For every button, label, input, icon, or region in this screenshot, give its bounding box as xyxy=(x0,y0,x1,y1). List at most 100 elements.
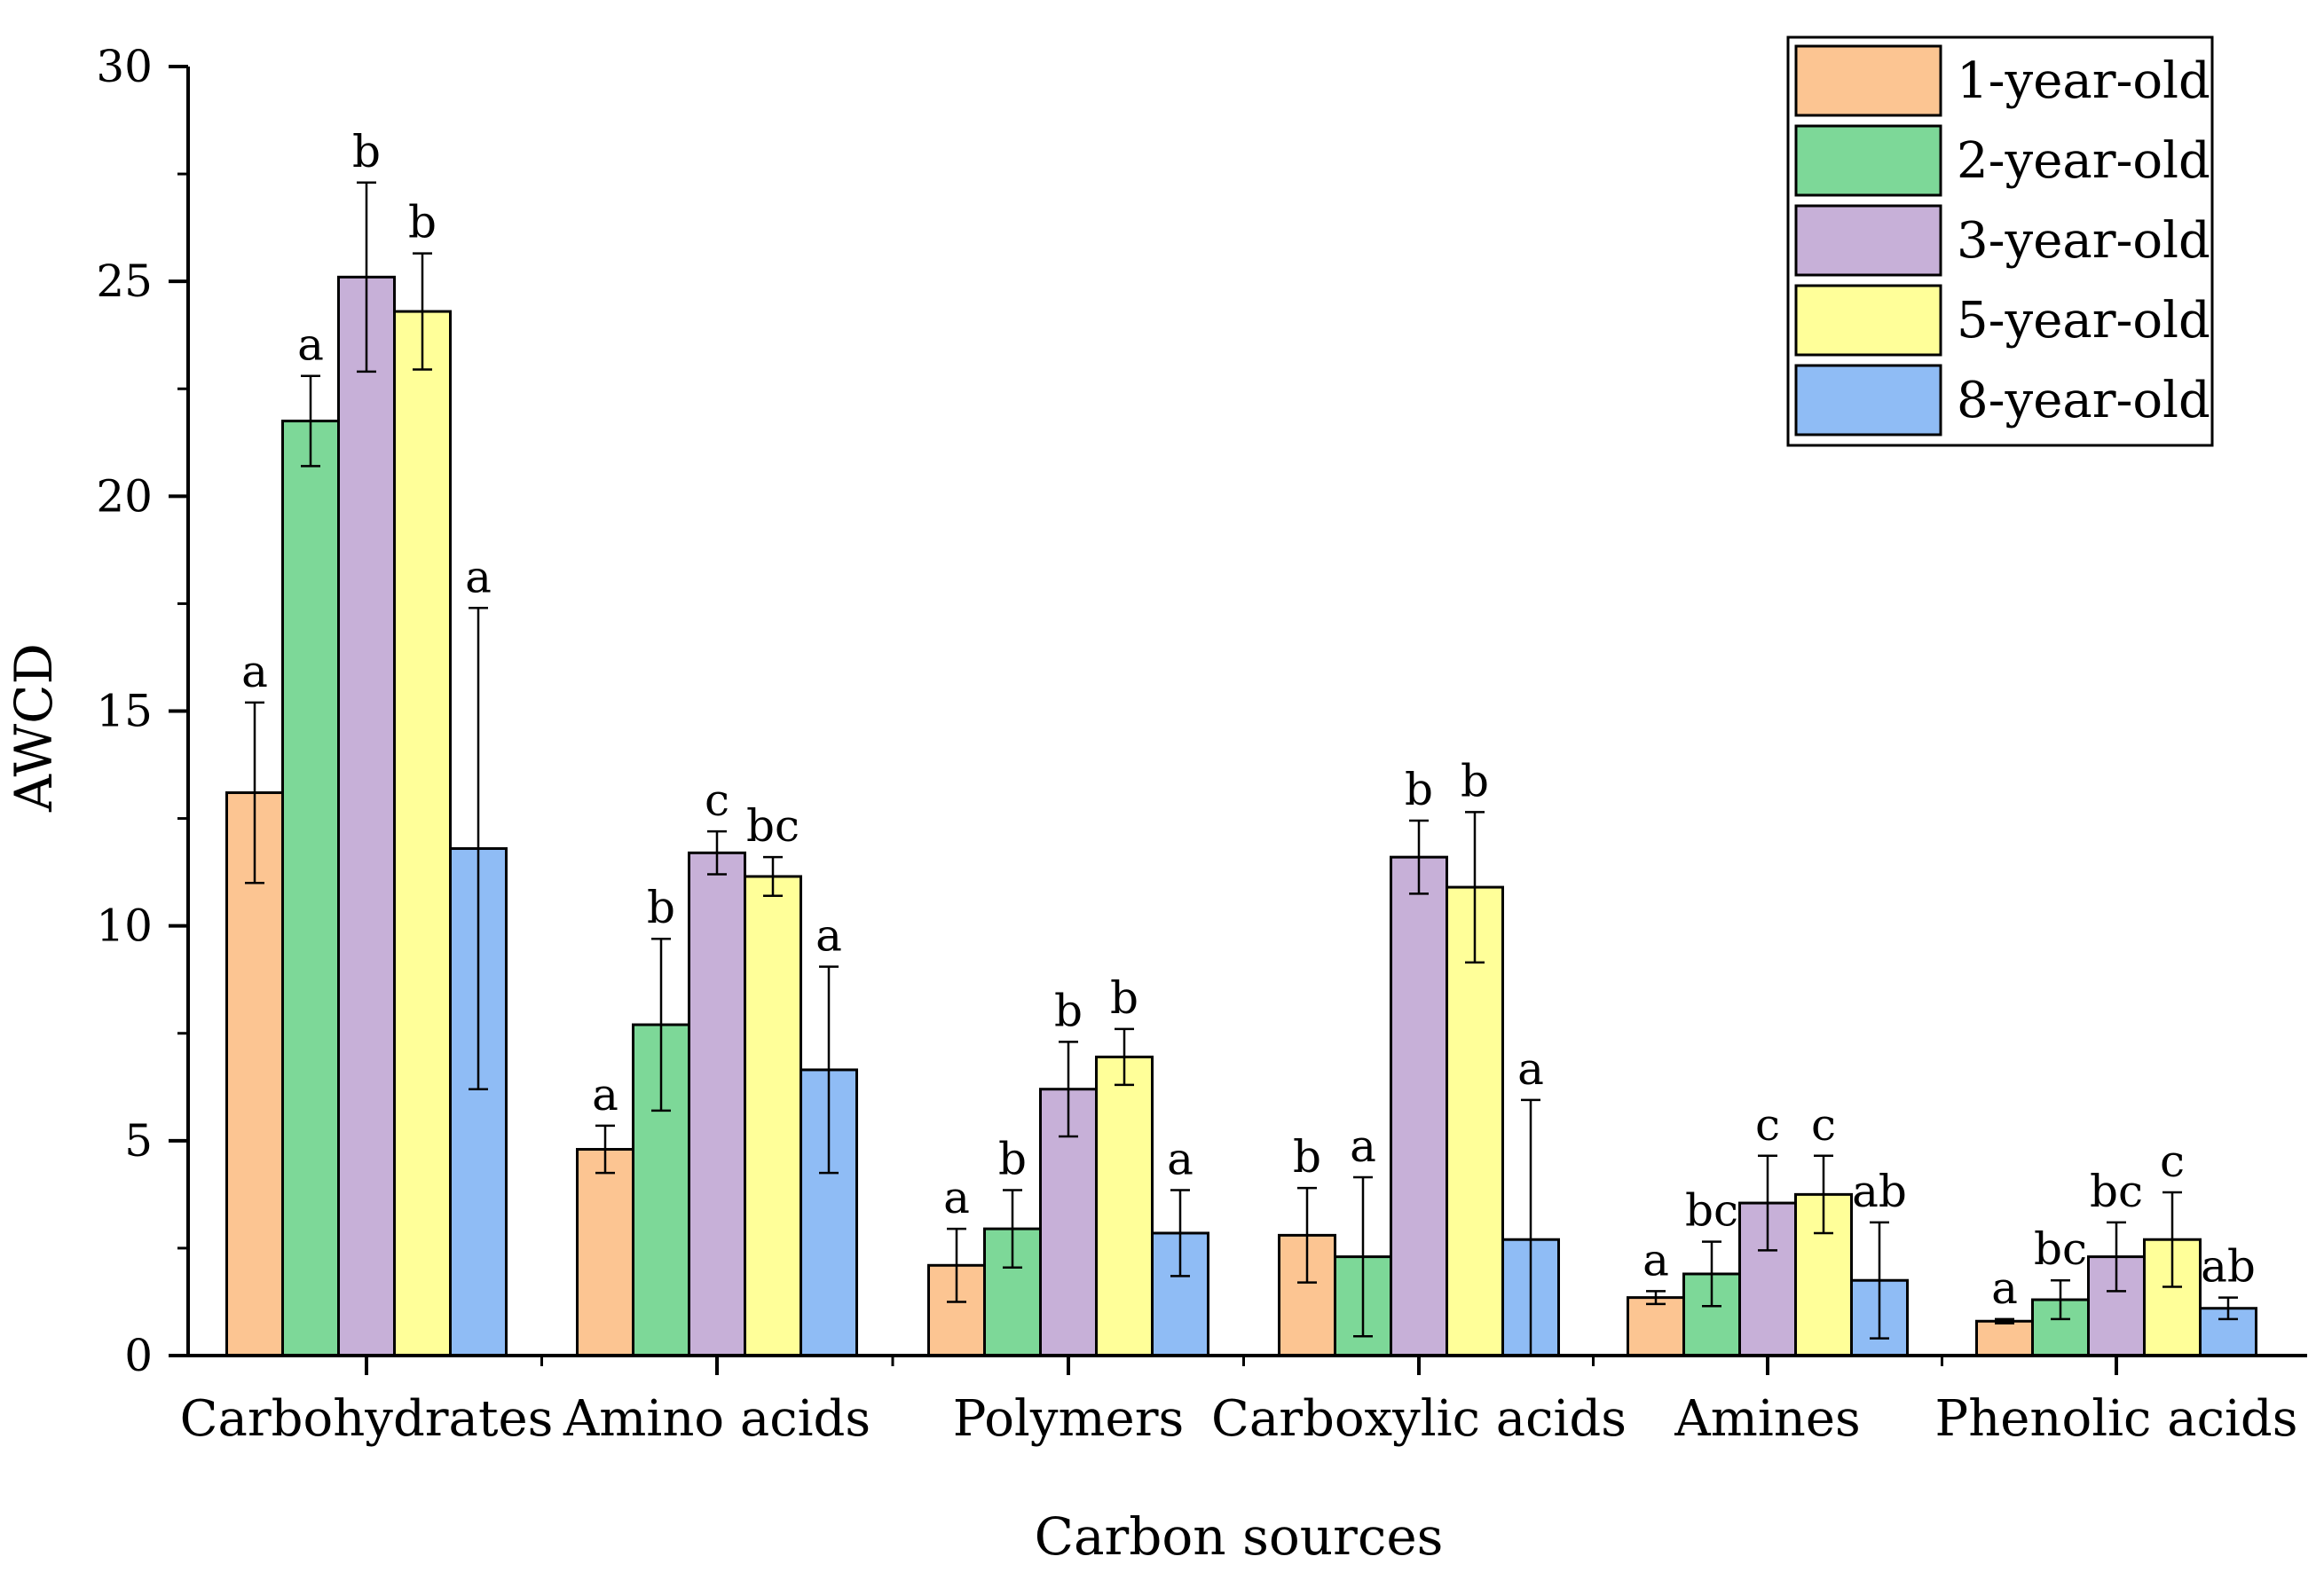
y-axis-title: AWCD xyxy=(4,643,64,813)
legend-swatch xyxy=(1794,284,1942,357)
error-bar xyxy=(1758,1154,1777,1252)
bar-1-year-old-amino-acids xyxy=(576,1148,634,1357)
legend-swatch xyxy=(1794,44,1942,117)
error-bar xyxy=(469,607,488,1090)
significance-letter: c xyxy=(1755,1099,1780,1151)
legend-swatch xyxy=(1794,124,1942,197)
legend-swatch xyxy=(1794,204,1942,277)
significance-letter: ab xyxy=(2201,1241,2256,1293)
significance-letter: b xyxy=(1110,972,1138,1024)
bar-5-year-old-polymers xyxy=(1095,1055,1154,1357)
significance-letter: a xyxy=(297,319,324,371)
significance-letter: bc xyxy=(2090,1166,2143,1217)
x-category-label: Carboxylic acids xyxy=(1211,1390,1627,1448)
y-tick-label: 30 xyxy=(96,41,153,92)
bar-3-year-old-carboxylic-acids xyxy=(1390,855,1448,1357)
error-bar xyxy=(947,1227,966,1303)
legend-label: 3-year-old xyxy=(1957,212,2210,270)
error-bar xyxy=(357,181,376,373)
legend-label: 2-year-old xyxy=(1957,132,2210,190)
significance-letter: a xyxy=(1517,1043,1544,1095)
significance-letter: bc xyxy=(746,800,800,852)
error-bar xyxy=(301,374,320,468)
significance-letter: a xyxy=(1643,1234,1669,1285)
significance-letter: ab xyxy=(1852,1166,1907,1217)
error-bar xyxy=(1870,1221,1889,1340)
x-category-label: Phenolic acids xyxy=(1935,1390,2298,1448)
bar-5-year-old-carbohydrates xyxy=(393,310,452,1357)
significance-letter: a xyxy=(241,646,268,697)
legend-swatch xyxy=(1794,364,1942,436)
error-bar xyxy=(1702,1240,1721,1308)
significance-letter: b xyxy=(352,126,381,177)
significance-letter: bc xyxy=(2034,1223,2087,1275)
error-bar xyxy=(1003,1189,1022,1269)
significance-letter: c xyxy=(2160,1136,2185,1187)
error-bar xyxy=(595,1124,615,1175)
x-category-label: Carbohydrates xyxy=(180,1390,554,1448)
significance-letter: b xyxy=(1461,755,1489,806)
significance-letter: b xyxy=(647,882,675,933)
bar-1-year-old-carbohydrates xyxy=(225,791,284,1357)
bar-1-year-old-amines xyxy=(1627,1296,1685,1357)
bar-1-year-old-phenolic-acids xyxy=(1975,1319,2034,1357)
significance-letter: a xyxy=(1991,1262,2018,1314)
error-bar xyxy=(707,829,727,876)
error-bar xyxy=(763,855,783,898)
y-tick-label: 10 xyxy=(96,900,153,952)
significance-letter: a xyxy=(1350,1120,1376,1172)
error-bar xyxy=(819,965,839,1175)
error-bar xyxy=(2107,1221,2126,1293)
error-bar xyxy=(1115,1027,1134,1087)
bar-5-year-old-carboxylic-acids xyxy=(1446,885,1504,1357)
significance-letter: a xyxy=(943,1172,970,1223)
error-bar xyxy=(1059,1041,1078,1138)
legend: 1-year-old 2-year-old 3-year-old 5-year-old… xyxy=(1786,35,2214,447)
significance-letter: a xyxy=(465,551,492,602)
significance-letter: a xyxy=(1167,1134,1194,1185)
legend-label: 8-year-old xyxy=(1957,372,2210,429)
x-category-label: Amines xyxy=(1674,1390,1860,1448)
error-bar xyxy=(1170,1189,1190,1277)
error-bar xyxy=(1353,1175,1373,1338)
significance-letter: b xyxy=(998,1134,1027,1185)
y-tick-label: 15 xyxy=(96,686,153,737)
error-bar xyxy=(413,252,432,371)
error-bar xyxy=(2051,1278,2070,1321)
error-bar xyxy=(2218,1296,2238,1321)
bar-5-year-old-amino-acids xyxy=(744,875,802,1357)
error-bar xyxy=(1409,819,1429,895)
significance-letter: b xyxy=(1054,985,1083,1036)
bar-3-year-old-carbohydrates xyxy=(337,275,396,1357)
x-axis-title: Carbon sources xyxy=(1035,1506,1444,1567)
significance-letter: b xyxy=(1405,764,1433,815)
significance-letter: c xyxy=(705,774,729,826)
x-category-label: Polymers xyxy=(953,1390,1184,1448)
y-tick-label: 25 xyxy=(96,255,153,307)
y-tick-label: 0 xyxy=(124,1330,153,1381)
y-tick-label: 20 xyxy=(96,470,153,522)
bar-3-year-old-amino-acids xyxy=(688,851,746,1357)
error-bar xyxy=(1297,1186,1317,1284)
error-bar xyxy=(245,701,264,884)
significance-letter: b xyxy=(1293,1131,1321,1183)
error-bars-layer xyxy=(245,181,2238,1357)
significance-letter: a xyxy=(592,1069,618,1120)
x-category-label: Amino acids xyxy=(563,1390,871,1448)
significance-letter: bc xyxy=(1685,1185,1738,1237)
significance-letter: a xyxy=(815,910,842,962)
significance-letter: b xyxy=(408,197,437,248)
error-bar xyxy=(1814,1154,1833,1235)
error-bar xyxy=(1995,1317,2014,1325)
error-bar xyxy=(651,937,671,1112)
error-bar xyxy=(2163,1191,2182,1288)
error-bar xyxy=(1465,811,1485,964)
bar-2-year-old-carbohydrates xyxy=(281,420,340,1357)
axes-layer: 0 5 10 15 20 25 30 Carbohydrates Amino acids Poly… xyxy=(96,41,2307,1448)
y-tick-label: 5 xyxy=(124,1115,153,1167)
legend-label: 5-year-old xyxy=(1957,292,2210,350)
significance-letter: c xyxy=(1811,1099,1836,1151)
